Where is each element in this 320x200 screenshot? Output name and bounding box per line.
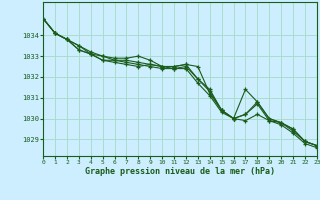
X-axis label: Graphe pression niveau de la mer (hPa): Graphe pression niveau de la mer (hPa)	[85, 167, 275, 176]
